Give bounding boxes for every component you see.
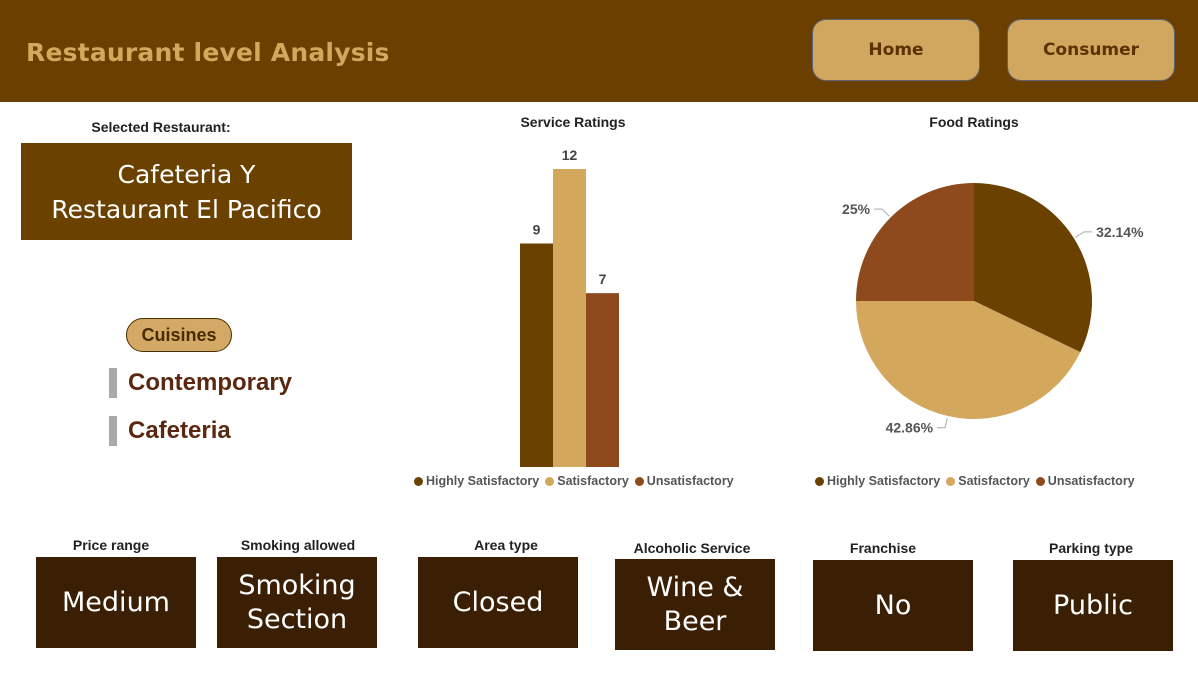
legend-item[interactable]: Highly Satisfactory [815,474,940,488]
bar-data-label: 12 [562,147,578,163]
legend-item[interactable]: Unsatisfactory [1035,474,1135,488]
card-value: Section [246,603,348,635]
service-chart-title: Service Ratings [520,114,626,130]
legend-dot [545,476,555,486]
franchise-card[interactable]: No [813,560,973,651]
pie-slice-unsatisfactory[interactable] [856,183,974,301]
card-value: Beer [663,605,727,637]
bar-data-label: 9 [533,222,541,238]
legend-label: Satisfactory [557,474,629,488]
bar-data-label: 7 [599,271,607,287]
smoking-allowed-card[interactable]: Smoking Section [217,557,377,648]
legend-item[interactable]: Satisfactory [946,474,1030,488]
pie-leader-line [874,208,890,217]
pie-data-label: 42.86% [886,420,934,436]
legend-item[interactable]: Unsatisfactory [634,474,734,488]
cuisines-label: Cuisines [126,318,232,352]
selected-restaurant-label: Selected Restaurant: [91,119,231,135]
service-ratings-chart: 9 12 7 [520,147,619,468]
legend-item[interactable]: Satisfactory [545,474,629,488]
alcoholic-service-label: Alcoholic Service [633,540,751,556]
cuisine-item[interactable]: Contemporary [109,368,292,398]
legend-dot [1035,476,1045,486]
home-button[interactable]: Home [812,19,980,81]
food-chart-legend: Highly Satisfactory Satisfactory Unsatis… [815,474,1141,488]
alcoholic-service-card[interactable]: Wine & Beer [615,559,775,650]
cuisine-bullet [109,368,117,398]
card-value: Medium [62,586,170,618]
pie-data-label: 32.14% [1096,224,1144,240]
card-value: Smoking [238,569,356,601]
selected-restaurant-card[interactable]: Cafeteria Y Restaurant El Pacifico [21,143,352,240]
cuisine-bullet [109,416,117,446]
restaurant-name-line2: Restaurant El Pacifico [51,194,322,224]
consumer-button[interactable]: Consumer [1007,19,1175,81]
legend-label: Highly Satisfactory [827,474,941,488]
card-value: Closed [452,586,544,618]
service-chart-legend: Highly Satisfactory Satisfactory Unsatis… [414,474,740,488]
pie-leader-line [1075,231,1093,238]
legend-dot [414,476,423,486]
franchise-label: Franchise [849,540,917,556]
price-range-label: Price range [72,537,150,553]
legend-label: Satisfactory [958,474,1030,488]
cuisine-label: Cafeteria [128,417,231,444]
legend-label: Highly Satisfactory [426,474,540,488]
legend-item[interactable]: Highly Satisfactory [414,474,539,488]
pie-slice-highly-satisfactory[interactable] [974,183,1092,353]
header-bar: Restaurant level Analysis Home Consumer [0,0,1198,102]
legend-dot [946,476,956,486]
cuisine-item[interactable]: Cafeteria [109,416,231,446]
pie-slice-satisfactory[interactable] [856,301,1081,420]
restaurant-name-line1: Cafeteria Y [117,159,256,189]
food-chart-title: Food Ratings [929,114,1019,130]
card-value: Public [1053,589,1133,621]
bar-highly-satisfactory[interactable] [520,243,553,468]
pie-data-label: 25% [842,201,871,217]
pie-leader-line [937,417,948,429]
area-type-label: Area type [474,537,538,553]
legend-dot [815,476,824,486]
smoking-allowed-label: Smoking allowed [240,537,356,553]
food-ratings-chart: 32.14% 42.86% 25% [842,183,1144,436]
price-range-card[interactable]: Medium [36,557,196,648]
parking-type-label: Parking type [1048,540,1134,556]
cuisine-label: Contemporary [128,369,293,396]
bar-unsatisfactory[interactable] [586,293,619,467]
legend-label: Unsatisfactory [1047,474,1135,488]
card-value: Wine & [646,571,744,603]
card-value: No [874,589,912,621]
area-type-card[interactable]: Closed [418,557,578,648]
parking-type-card[interactable]: Public [1013,560,1173,651]
bar-satisfactory[interactable] [553,169,586,467]
legend-dot [634,476,644,486]
page-title: Restaurant level Analysis [26,38,390,67]
legend-label: Unsatisfactory [646,474,734,488]
